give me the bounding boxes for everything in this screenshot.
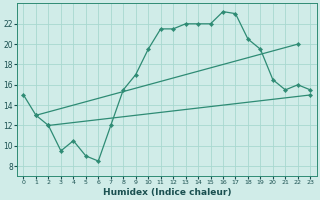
X-axis label: Humidex (Indice chaleur): Humidex (Indice chaleur): [103, 188, 231, 197]
